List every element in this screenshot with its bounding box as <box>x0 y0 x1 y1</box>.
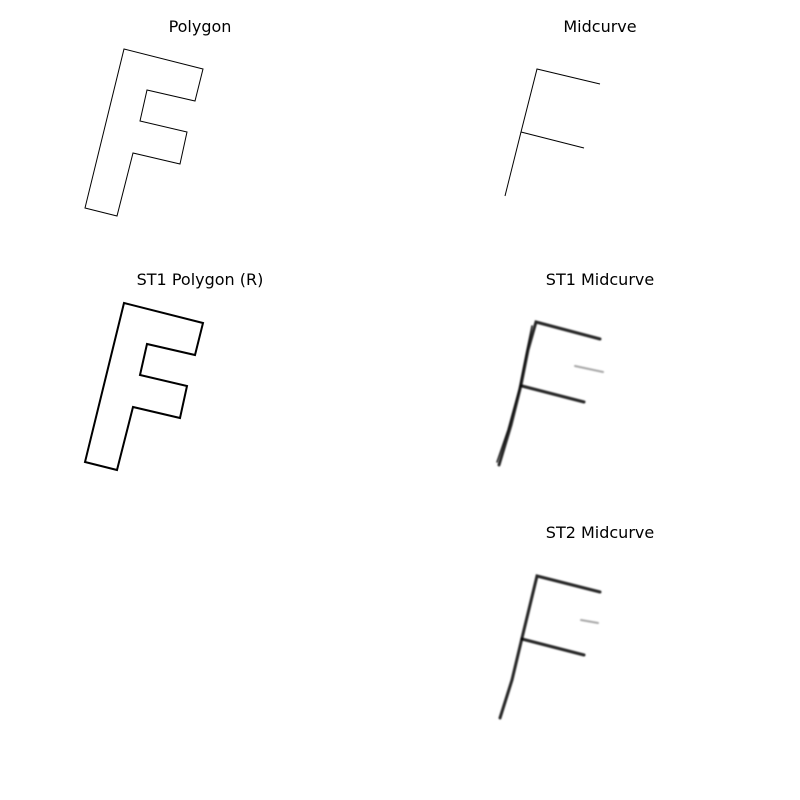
panel-st1-polygon: ST1 Polygon (R) <box>83 270 264 472</box>
st2-midcurve-strokes <box>498 574 602 720</box>
st1-midcurve-strokes <box>496 320 604 467</box>
panel-title-st2-midcurve: ST2 Midcurve <box>546 523 654 542</box>
panel-title-st1-polygon: ST1 Polygon (R) <box>137 270 264 289</box>
panel-st2-midcurve: ST2 Midcurve <box>498 523 654 720</box>
st1-midcurve-stray-arm <box>574 365 604 373</box>
st2-midcurve-stray-arm <box>580 619 599 624</box>
panel-st1-midcurve: ST1 Midcurve <box>496 270 654 467</box>
panel-title-polygon: Polygon <box>169 17 232 36</box>
panel-midcurve: Midcurve <box>504 17 637 197</box>
midcurve-spine <box>504 68 601 197</box>
st2-midcurve-spine <box>498 574 602 720</box>
f-polygon-shape <box>84 48 204 217</box>
st2-midcurve-middle-arm <box>520 637 586 657</box>
panel-title-st1-midcurve: ST1 Midcurve <box>546 270 654 289</box>
f-polygon-reconstructed <box>83 301 205 472</box>
panel-polygon: Polygon <box>84 17 232 217</box>
st1-midcurve-spine-ghost <box>496 325 533 463</box>
st1-midcurve-middle-arm <box>520 384 586 404</box>
midcurve-middle-arm <box>520 131 585 149</box>
st1-midcurve-spine <box>497 320 602 467</box>
panel-title-midcurve: Midcurve <box>563 17 636 36</box>
